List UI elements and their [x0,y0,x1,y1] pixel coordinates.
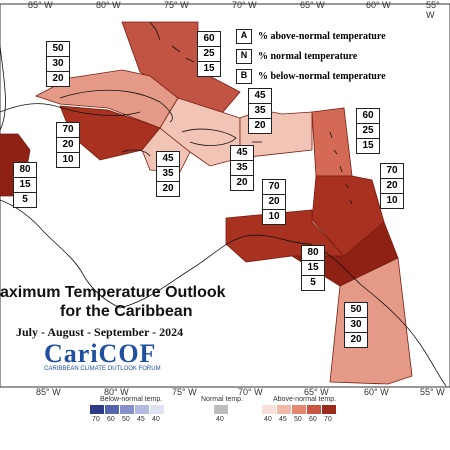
below-swatch [120,405,134,414]
legend-label: % below-normal temperature [258,70,386,82]
prob-box-lesser-antilles-south: 70 20 10 [380,163,404,209]
legend-key: N [236,48,252,64]
lon-label-bottom: 70° W [238,387,263,397]
below-swatch-label: 70 [92,416,100,423]
map-title: aximum Temperature Outlook [0,284,226,301]
prob-box-bahamas: 60 25 15 [197,31,221,77]
region-guianas [329,257,413,385]
legend-key: B [236,68,252,84]
forecast-period: July - August - September - 2024 [16,325,184,339]
below-swatch-label: 60 [107,416,115,423]
above-swatch-label: 40 [264,416,272,423]
below-swatch [150,405,164,414]
prob-box-trinidad: 80 15 5 [301,245,325,291]
coastlines [0,21,447,387]
below-swatch [90,405,104,414]
normal-swatch-label: 40 [216,416,224,423]
above-swatch [307,405,321,414]
above-swatch [277,405,291,414]
below-swatch [105,405,119,414]
above-swatch [322,405,336,414]
legend-label: % normal temperature [258,50,358,62]
colorbar-above-title: Above-normal temp. [273,396,337,403]
lon-label: 70° W [232,0,257,10]
prob-box-abc-islands: 70 20 10 [262,179,286,225]
lon-label: 80° W [96,0,121,10]
probability-legend: A % above-normal temperature N % normal te… [236,26,386,86]
prob-box-jamaica-south: 45 35 20 [156,151,180,197]
legend-key: A [236,28,252,44]
prob-box-hispaniola: 45 35 20 [230,145,254,191]
above-swatch [262,405,276,414]
prob-box-cuba: 50 30 20 [46,41,70,87]
lon-label: 85° W [28,0,53,10]
prob-box-guianas: 50 30 20 [344,302,368,348]
below-swatch-label: 40 [152,416,160,423]
normal-swatch [214,405,228,414]
below-swatch-label: 45 [137,416,145,423]
above-swatch [292,405,306,414]
lon-label-bottom: 75° W [172,387,197,397]
prob-box-puerto-rico: 45 35 20 [248,88,272,134]
lon-label-bottom: 60° W [364,387,389,397]
lon-label-bottom: 55° W [420,387,445,397]
caricof-logo: CariCOF [44,339,157,368]
above-swatch-label: 60 [309,416,317,423]
lon-label: 60° W [366,0,391,10]
colorbar-below-title: Below-normal temp. [100,396,163,403]
lon-label: 55° W [426,0,440,20]
lon-label-bottom: 85° W [36,387,61,397]
lon-label: 65° W [300,0,325,10]
prob-box-belize: 80 15 5 [13,162,37,208]
prob-box-cayman-jamaica: 70 20 10 [56,122,80,168]
lon-label: 75° W [164,0,189,10]
caricof-logo-subtitle: CARIBBEAN CLIMATE OUTLOOK FORUM [44,366,161,372]
above-swatch-label: 70 [324,416,332,423]
map-subtitle: for the Caribbean [60,303,193,320]
below-swatch-label: 50 [122,416,130,423]
lon-label-bottom: 65° W [304,387,329,397]
above-swatch-label: 50 [294,416,302,423]
above-swatch-label: 45 [279,416,287,423]
prob-box-lesser-antilles-north: 60 25 15 [356,108,380,154]
colorbar-normal-title: Normal temp. [201,396,244,403]
below-swatch [135,405,149,414]
legend-label: % above-normal temperature [258,30,386,42]
lon-label-bottom: 80° W [104,387,129,397]
